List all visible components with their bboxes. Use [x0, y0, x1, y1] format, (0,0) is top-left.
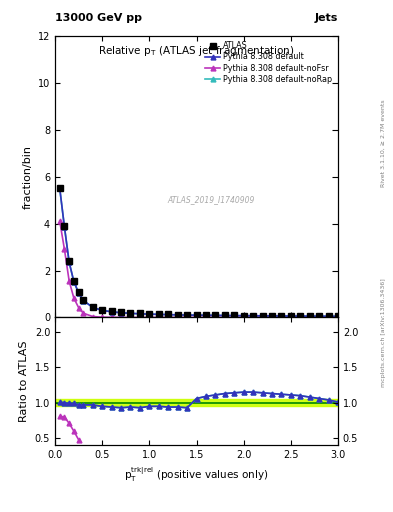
Y-axis label: Ratio to ATLAS: Ratio to ATLAS — [19, 340, 29, 422]
Text: ATLAS_2019_I1740909: ATLAS_2019_I1740909 — [167, 195, 254, 204]
Legend: ATLAS, Pythia 8.308 default, Pythia 8.308 default-noFsr, Pythia 8.308 default-no: ATLAS, Pythia 8.308 default, Pythia 8.30… — [204, 40, 334, 85]
Bar — [55, 399, 338, 407]
Text: Jets: Jets — [315, 13, 338, 23]
X-axis label: $p_{T}^{trk|rel}$ (positive values only): $p_{T}^{trk|rel}$ (positive values only) — [124, 466, 269, 484]
Text: Relative $p_{T}$ (ATLAS jet fragmentation): Relative $p_{T}$ (ATLAS jet fragmentatio… — [98, 45, 295, 58]
Y-axis label: fraction/bin: fraction/bin — [22, 144, 32, 209]
Text: Rivet 3.1.10, ≥ 2.7M events: Rivet 3.1.10, ≥ 2.7M events — [381, 99, 386, 187]
Text: 13000 GeV pp: 13000 GeV pp — [55, 13, 142, 23]
Text: mcplots.cern.ch [arXiv:1306.3436]: mcplots.cern.ch [arXiv:1306.3436] — [381, 279, 386, 387]
